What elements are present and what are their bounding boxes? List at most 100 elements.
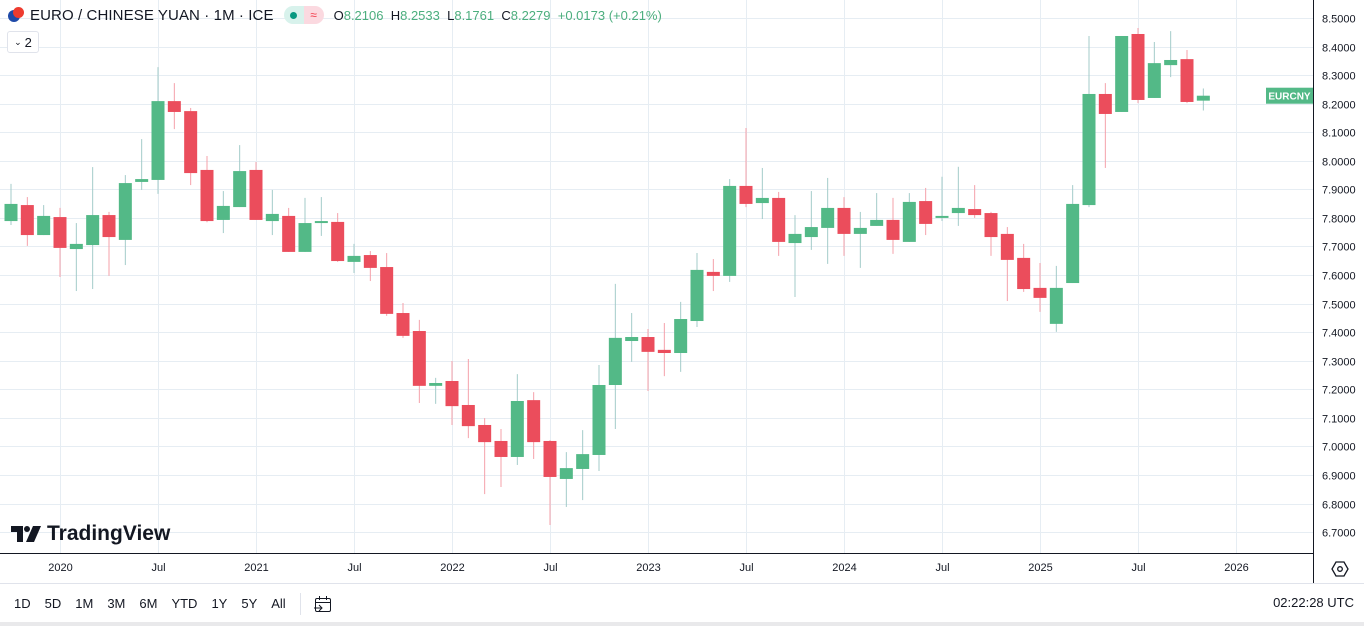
candle-2021-09[interactable] xyxy=(380,253,394,316)
utc-clock[interactable]: 02:22:28 UTC xyxy=(1273,595,1354,610)
candle-2020-12[interactable] xyxy=(233,145,247,208)
candle-2023-02[interactable] xyxy=(657,323,671,377)
candle-2025-11[interactable] xyxy=(1196,88,1210,111)
candle-2024-04[interactable] xyxy=(886,197,900,254)
collapse-indicators-button[interactable]: ⌄ 2 xyxy=(7,31,39,53)
candle-2023-05[interactable] xyxy=(706,259,720,292)
candle-2022-02[interactable] xyxy=(461,359,475,439)
candle-2021-01[interactable] xyxy=(249,161,263,220)
candle-body xyxy=(657,349,671,354)
candle-2021-04[interactable] xyxy=(298,197,312,252)
candle-2024-03[interactable] xyxy=(870,193,884,226)
candle-2024-10[interactable] xyxy=(984,211,998,256)
chart-settings-icon[interactable] xyxy=(1330,559,1350,579)
candle-2020-05[interactable] xyxy=(118,175,132,266)
candle-2021-11[interactable] xyxy=(412,319,426,403)
candle-2024-05[interactable] xyxy=(902,193,916,242)
candle-2020-08[interactable] xyxy=(167,83,181,130)
candle-2024-07[interactable] xyxy=(935,176,949,222)
candle-2021-07[interactable] xyxy=(347,243,361,274)
candle-2022-11[interactable] xyxy=(608,283,622,429)
candle-2022-07[interactable] xyxy=(543,440,557,525)
candle-2020-09[interactable] xyxy=(184,107,198,186)
candle-2025-04[interactable] xyxy=(1082,35,1096,208)
candle-2025-03[interactable] xyxy=(1066,185,1080,284)
timeframe-3m[interactable]: 3M xyxy=(107,596,126,611)
candle-2022-10[interactable] xyxy=(592,365,606,471)
candle-body xyxy=(429,382,443,386)
candle-2021-02[interactable] xyxy=(265,189,279,236)
price-chart[interactable]: 8.5000 8.4000 8.3000 8.2000 8.1000 8.0000 7.90… xyxy=(0,0,1364,583)
candle-2021-03[interactable] xyxy=(282,207,296,252)
candle-body xyxy=(37,215,51,236)
timeframe-ytd[interactable]: YTD xyxy=(171,596,198,611)
candle-body xyxy=(608,337,622,385)
candle-2025-08[interactable] xyxy=(1147,41,1161,98)
candle-2025-07[interactable] xyxy=(1131,27,1145,104)
candle-2019-10[interactable] xyxy=(4,183,18,226)
candle-2022-01[interactable] xyxy=(445,361,459,425)
candle-2023-04[interactable] xyxy=(690,253,704,328)
candle-2025-05[interactable] xyxy=(1098,83,1112,168)
status-badge[interactable]: ≈ xyxy=(283,6,324,24)
candle-2022-09[interactable] xyxy=(576,430,590,501)
candle-2025-02[interactable] xyxy=(1049,265,1063,332)
candle-2022-05[interactable] xyxy=(510,374,524,465)
candle-2025-01[interactable] xyxy=(1033,263,1047,312)
candle-2023-06[interactable] xyxy=(723,179,737,282)
candle-2024-12[interactable] xyxy=(1017,243,1031,292)
candle-2024-11[interactable] xyxy=(1000,227,1014,302)
candle-2022-03[interactable] xyxy=(478,418,492,495)
candle-2025-10[interactable] xyxy=(1180,49,1194,104)
candle-2024-09[interactable] xyxy=(968,185,982,218)
candle-2021-06[interactable] xyxy=(331,213,345,262)
timeframe-1m[interactable]: 1M xyxy=(75,596,94,611)
candle-2020-06[interactable] xyxy=(135,139,149,190)
time-axis[interactable]: 2020 Jul 2021 Jul 2022 Jul 2023 Jul 2024 Jul 2025 J… xyxy=(48,562,1248,574)
go-to-date-calendar-icon[interactable] xyxy=(313,594,333,614)
candle-2020-01[interactable] xyxy=(53,207,67,278)
timeframe-6m[interactable]: 6M xyxy=(139,596,158,611)
candle-body xyxy=(837,207,851,234)
price-tick-label: 7.8000 xyxy=(1322,214,1356,226)
tradingview-logo[interactable]: TradingView xyxy=(11,522,170,546)
candle-2025-06[interactable] xyxy=(1115,35,1129,112)
candle-2023-09[interactable] xyxy=(772,191,786,256)
candle-2025-09[interactable] xyxy=(1164,31,1178,78)
candle-2022-06[interactable] xyxy=(527,392,541,459)
candle-2020-02[interactable] xyxy=(69,223,83,292)
candle-body xyxy=(1098,93,1112,114)
timeframe-all[interactable]: All xyxy=(271,596,286,611)
candle-2020-11[interactable] xyxy=(216,191,230,234)
candle-2023-11[interactable] xyxy=(804,191,818,250)
symbol-title[interactable]: EURO / CHINESE YUAN · 1M · ICE xyxy=(30,6,274,24)
candle-2023-10[interactable] xyxy=(788,215,802,298)
timeframe-1d[interactable]: 1D xyxy=(14,596,31,611)
candle-2021-10[interactable] xyxy=(396,303,410,338)
candle-2020-04[interactable] xyxy=(102,211,116,276)
candle-2023-12[interactable] xyxy=(821,177,835,264)
candle-2020-10[interactable] xyxy=(200,155,214,223)
candle-2023-07[interactable] xyxy=(739,127,753,208)
candle-2024-06[interactable] xyxy=(919,187,933,236)
candle-2024-01[interactable] xyxy=(837,197,851,256)
candle-2019-11[interactable] xyxy=(20,197,34,246)
candle-2022-08[interactable] xyxy=(559,452,573,507)
candle-2021-12[interactable] xyxy=(429,377,443,404)
timeframe-5d[interactable]: 5D xyxy=(44,596,62,611)
candle-2023-08[interactable] xyxy=(755,167,769,220)
price-axis[interactable]: 8.5000 8.4000 8.3000 8.2000 8.1000 8.0000 7.90… xyxy=(1322,14,1356,540)
candle-2022-04[interactable] xyxy=(494,428,508,487)
timeframe-1y[interactable]: 1Y xyxy=(211,596,228,611)
candle-2019-12[interactable] xyxy=(37,205,51,236)
candle-2022-12[interactable] xyxy=(625,313,639,362)
candle-2023-01[interactable] xyxy=(641,329,655,391)
candle-2021-05[interactable] xyxy=(314,197,328,236)
candle-2021-08[interactable] xyxy=(363,251,377,282)
candle-2024-08[interactable] xyxy=(951,166,965,226)
candle-2024-02[interactable] xyxy=(853,211,867,268)
candle-2023-03[interactable] xyxy=(674,301,688,372)
timeframe-5y[interactable]: 5Y xyxy=(241,596,258,611)
candle-2020-07[interactable] xyxy=(151,67,165,194)
candle-2020-03[interactable] xyxy=(86,167,100,290)
